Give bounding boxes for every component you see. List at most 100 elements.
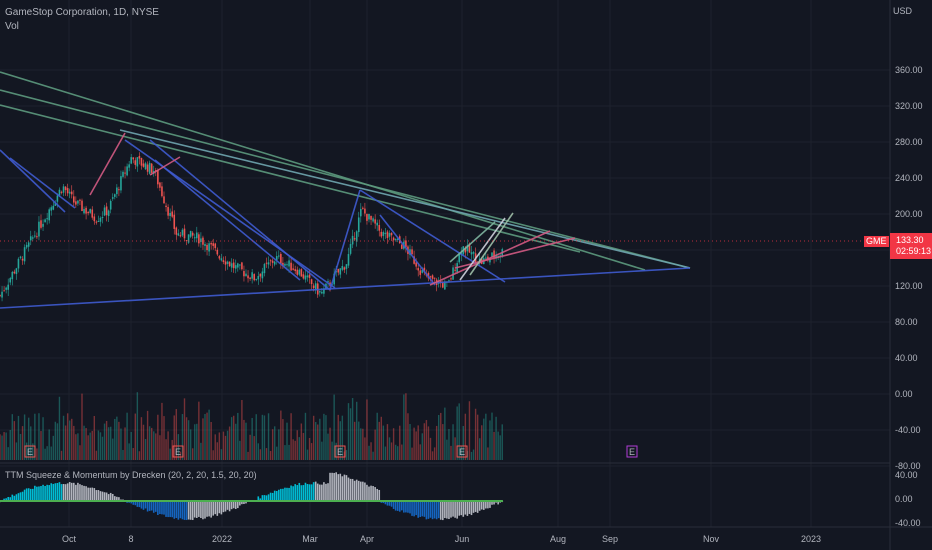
trendline	[149, 156, 181, 176]
candle-body	[181, 229, 184, 236]
volume-legend[interactable]: Vol	[5, 21, 19, 32]
candle-body	[349, 244, 352, 254]
candle-body	[308, 274, 311, 278]
candle-body	[89, 209, 91, 213]
volume-bar	[290, 413, 292, 460]
candle-body	[200, 238, 202, 243]
volume-bar	[87, 435, 89, 460]
volume-bar	[323, 413, 325, 460]
oscillator-axis[interactable]: 40.00 0.00 -40.00	[895, 470, 921, 528]
price-tick-label: -80.00	[895, 461, 921, 471]
candle-body	[169, 212, 171, 216]
candle-body	[280, 253, 282, 265]
volume-bar	[501, 424, 503, 460]
momentum-bar	[474, 501, 477, 512]
momentum-bar	[497, 501, 499, 505]
candle-body	[380, 231, 383, 237]
volume-bar	[442, 424, 444, 460]
momentum-bar	[368, 486, 370, 501]
momentum-bar	[245, 501, 247, 504]
momentum-bar	[204, 501, 206, 519]
momentum-bar	[491, 501, 493, 505]
candle-body	[218, 256, 221, 259]
volume-bar	[321, 441, 323, 460]
indicator-legend[interactable]: TTM Squeeze & Momentum by Drecken (20, 2…	[5, 470, 257, 480]
momentum-bar	[103, 492, 106, 501]
momentum-bar	[175, 501, 178, 519]
volume-bar	[64, 425, 67, 460]
momentum-bar	[269, 492, 272, 501]
momentum-bar	[181, 501, 184, 520]
volume-bar	[265, 448, 268, 460]
candle-body	[394, 238, 397, 240]
candle-body	[489, 258, 491, 263]
volume-bar	[233, 415, 235, 460]
momentum-bar	[335, 472, 337, 501]
candle-body	[284, 263, 286, 266]
price-tick-label: 120.00	[895, 281, 923, 291]
volume-bar	[345, 450, 348, 460]
volume-bar	[327, 433, 329, 460]
momentum-bar	[224, 501, 227, 512]
momentum-bar	[386, 501, 389, 506]
symbol-legend[interactable]: GameStop Corporation, 1D, NYSE	[5, 7, 159, 18]
momentum-bar	[48, 485, 50, 501]
candle-body	[214, 243, 217, 249]
volume-bar	[296, 430, 298, 460]
momentum-bar	[169, 501, 171, 518]
candle-body	[208, 243, 210, 252]
time-tick-label: Nov	[703, 534, 720, 544]
momentum-bar	[214, 501, 217, 515]
momentum-bar	[292, 486, 294, 501]
candle-body	[296, 269, 299, 275]
candle-body	[429, 276, 432, 278]
volume-bar	[304, 412, 307, 460]
candle-body	[411, 249, 413, 255]
momentum-bar	[374, 487, 376, 501]
volume-bar	[54, 421, 57, 460]
momentum-bar	[54, 483, 57, 501]
volume-bar	[128, 443, 130, 460]
candle-body	[353, 238, 356, 240]
volume-bar	[440, 412, 442, 460]
candle-body	[193, 237, 196, 239]
volume-bar	[69, 420, 71, 460]
price-tick-label: 320.00	[895, 101, 923, 111]
momentum-bar	[157, 501, 159, 516]
candle-body	[472, 252, 475, 254]
momentum-bar	[439, 501, 442, 520]
volume-bar	[13, 421, 16, 460]
momentum-bar	[388, 501, 391, 506]
momentum-bar	[278, 489, 280, 501]
momentum-bar	[42, 484, 44, 501]
oscillator-tick-label: 0.00	[895, 494, 913, 504]
volume-bar	[239, 440, 241, 460]
momentum-bar	[116, 496, 118, 501]
volume-bar	[56, 423, 59, 460]
momentum-bar	[243, 501, 245, 505]
candle-body	[470, 252, 473, 255]
volume-bar	[226, 430, 229, 460]
momentum-bar	[483, 501, 485, 510]
trendline	[379, 214, 436, 286]
volume-bar	[356, 401, 358, 460]
momentum-bar	[111, 493, 114, 501]
momentum-bar	[208, 501, 210, 517]
time-axis[interactable]: Oct 8 2022 Mar Apr Jun Aug Sep Nov 2023	[62, 534, 821, 544]
candle-body	[401, 244, 403, 249]
price-tick-label: 0.00	[895, 389, 913, 399]
volume-bar	[401, 444, 403, 460]
momentum-bar	[345, 475, 348, 501]
volume-bar	[294, 440, 296, 460]
candle-body	[370, 215, 372, 220]
momentum-bar	[419, 501, 422, 518]
momentum-bar	[13, 495, 16, 501]
candle-body	[93, 216, 96, 222]
volume-bar	[75, 434, 77, 460]
volume-bar	[419, 444, 421, 460]
momentum-bar	[93, 488, 96, 501]
candle-body	[431, 275, 434, 279]
momentum-bar	[288, 487, 290, 501]
trendline	[0, 267, 691, 309]
